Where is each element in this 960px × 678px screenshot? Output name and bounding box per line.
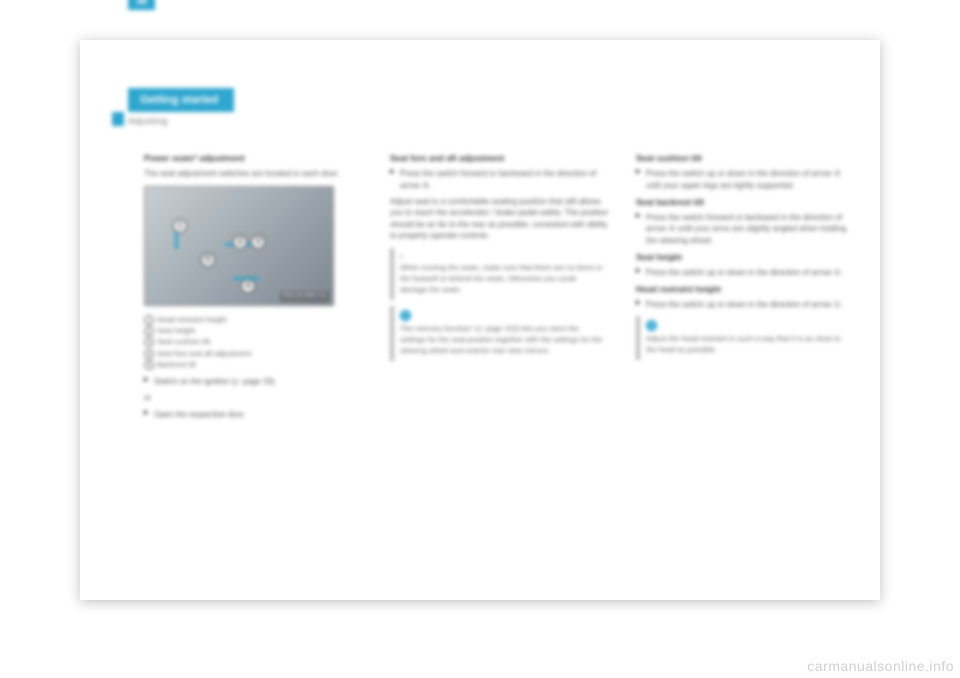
column-3: Seat cushion tilt Press the switch up or… [636,152,856,366]
marker-5: 5 [201,253,215,267]
col3-h4: Head restraint height [636,283,856,295]
info-icon: i [646,320,657,331]
legend-5: Backrest tilt [157,360,196,369]
image-code: P54.25-2887-31 [280,291,329,302]
col3-b2: Press the switch forward or backward in … [636,212,856,247]
col3-h2: Seat backrest tilt [636,196,856,208]
col3-h1: Seat cushion tilt [636,152,856,164]
col1-intro: The seat adjustment switches are located… [144,168,364,180]
header-tab: Getting started [128,88,234,112]
info-text: The memory function* (▷ page 103) lets y… [400,324,602,355]
col1-step1: Switch on the ignition (▷ page 33). [144,376,364,388]
col3-b3: Press the switch up or down in the direc… [636,267,856,279]
column-1: Power seats* adjustment The seat adjustm… [144,152,364,425]
watermark: carmanualsonline.info [807,658,954,674]
col3-info-text: Adjust the head restraint in such a way … [646,334,841,354]
info-icon: i [400,310,411,321]
manual-page: Getting started Adjusting Power seats* a… [80,40,880,600]
col2-step: Press the switch forward or backward in … [390,168,610,191]
legend-4: Seat fore and aft adjustment [157,349,251,358]
col3-b1: Press the switch up or down in the direc… [636,168,856,191]
legend-1: Head restraint height [157,315,227,324]
marker-2: 2 [233,235,247,249]
legend-2: Seat height [157,326,195,335]
page-number: 38 [128,0,155,10]
caution-text: When moving the seats, make sure that th… [400,263,603,294]
col3-h3: Seat height [636,251,856,263]
header-sub: Adjusting [128,116,168,126]
column-2: Seat fore and aft adjustment Press the s… [390,152,610,367]
marker-4: 4 [241,279,255,293]
col2-heading: Seat fore and aft adjustment [390,152,610,164]
caution-note: ! When moving the seats, make sure that … [390,248,610,300]
col1-heading: Power seats* adjustment [144,152,364,164]
page-accent-bar [112,112,124,126]
diagram-legend: 1Head restraint height 2Seat height 3Sea… [144,314,364,370]
col1-step2: Open the respective door. [144,409,364,421]
col2-para: Adjust seat to a comfortable seating pos… [390,196,610,242]
legend-3: Seat cushion tilt [157,337,210,346]
info-note: i The memory function* (▷ page 103) lets… [390,306,610,361]
marker-3: 3 [251,235,265,249]
seat-switch-diagram: 1 2 3 4 5 P54.25-2887-31 [144,186,334,306]
col3-b4: Press the switch up or down in the direc… [636,299,856,311]
col3-info-note: i Adjust the head restraint in such a wa… [636,316,856,360]
marker-1: 1 [173,219,187,233]
col1-or: or [144,392,364,404]
